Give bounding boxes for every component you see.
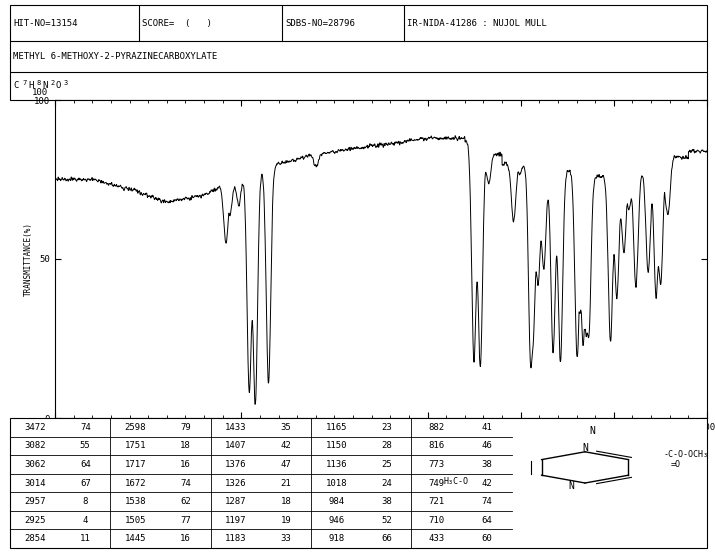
Text: 2: 2 <box>51 80 54 86</box>
Text: 8: 8 <box>36 80 41 86</box>
Text: 1165: 1165 <box>325 423 347 432</box>
Text: 816: 816 <box>428 441 445 450</box>
Text: 1672: 1672 <box>124 478 146 488</box>
Text: 918: 918 <box>328 534 344 543</box>
Text: 984: 984 <box>328 497 344 506</box>
Text: 77: 77 <box>180 515 191 525</box>
Text: 8: 8 <box>83 497 88 506</box>
Text: N: N <box>42 81 47 90</box>
Text: 2598: 2598 <box>124 423 146 432</box>
Text: 1376: 1376 <box>225 460 247 469</box>
Text: 46: 46 <box>481 441 492 450</box>
Text: 7: 7 <box>23 80 26 86</box>
Text: 2854: 2854 <box>24 534 46 543</box>
Text: N: N <box>582 443 588 453</box>
Text: 3472: 3472 <box>24 423 46 432</box>
Text: 1751: 1751 <box>124 441 146 450</box>
Text: 64: 64 <box>481 515 492 525</box>
Text: 38: 38 <box>381 497 392 506</box>
Text: 38: 38 <box>481 460 492 469</box>
Text: 946: 946 <box>328 515 344 525</box>
X-axis label: WAVENUMBER(-1): WAVENUMBER(-1) <box>343 433 418 442</box>
Text: 62: 62 <box>180 497 191 506</box>
Text: 882: 882 <box>428 423 445 432</box>
Text: 55: 55 <box>80 441 91 450</box>
Text: 23: 23 <box>381 423 392 432</box>
Text: 749: 749 <box>428 478 445 488</box>
Text: 79: 79 <box>180 423 191 432</box>
Text: 1136: 1136 <box>325 460 347 469</box>
Text: 433: 433 <box>428 534 445 543</box>
Text: 28: 28 <box>381 441 392 450</box>
Text: 52: 52 <box>381 515 392 525</box>
Text: O: O <box>55 81 61 90</box>
Text: 18: 18 <box>180 441 191 450</box>
Text: 16: 16 <box>180 534 191 543</box>
Text: 16: 16 <box>180 460 191 469</box>
Text: 1505: 1505 <box>124 515 146 525</box>
Text: 74: 74 <box>180 478 191 488</box>
Text: 721: 721 <box>428 497 445 506</box>
Text: 60: 60 <box>481 534 492 543</box>
Text: SDBS-NO=28796: SDBS-NO=28796 <box>285 19 355 28</box>
Text: 1326: 1326 <box>225 478 247 488</box>
Text: 1717: 1717 <box>124 460 146 469</box>
Text: 100: 100 <box>32 88 49 97</box>
Text: 4: 4 <box>83 515 88 525</box>
Text: 3: 3 <box>64 80 68 86</box>
Text: 1445: 1445 <box>124 534 146 543</box>
Text: H₃C-O: H₃C-O <box>444 477 469 486</box>
Text: 3082: 3082 <box>24 441 46 450</box>
Text: 35: 35 <box>280 423 292 432</box>
Text: C: C <box>14 81 19 90</box>
Text: N: N <box>568 481 574 491</box>
Text: H: H <box>28 81 34 90</box>
Y-axis label: TRANSMITTANCE(%): TRANSMITTANCE(%) <box>24 222 33 296</box>
Text: 33: 33 <box>280 534 292 543</box>
Text: 74: 74 <box>481 497 492 506</box>
Text: 1433: 1433 <box>225 423 247 432</box>
Text: HIT-NO=13154: HIT-NO=13154 <box>14 19 78 28</box>
Text: -C-O-OCH₃: -C-O-OCH₃ <box>664 450 709 459</box>
Text: SCORE=  (   ): SCORE= ( ) <box>142 19 212 28</box>
Text: =O: =O <box>670 460 680 469</box>
Text: 1018: 1018 <box>325 478 347 488</box>
Text: 1197: 1197 <box>225 515 247 525</box>
Text: IR-NIDA-41286 : NUJOL MULL: IR-NIDA-41286 : NUJOL MULL <box>408 19 547 28</box>
Text: 41: 41 <box>481 423 492 432</box>
Text: METHYL 6-METHOXY-2-PYRAZINECARBOXYLATE: METHYL 6-METHOXY-2-PYRAZINECARBOXYLATE <box>14 52 218 61</box>
Text: 42: 42 <box>280 441 292 450</box>
Text: 67: 67 <box>80 478 91 488</box>
Text: 1407: 1407 <box>225 441 247 450</box>
Text: 19: 19 <box>280 515 292 525</box>
Text: 42: 42 <box>481 478 492 488</box>
Text: 24: 24 <box>381 478 392 488</box>
Text: 74: 74 <box>80 423 91 432</box>
Text: 21: 21 <box>280 478 292 488</box>
Text: 64: 64 <box>80 460 91 469</box>
Text: 18: 18 <box>280 497 292 506</box>
Text: 66: 66 <box>381 534 392 543</box>
Text: 1538: 1538 <box>124 497 146 506</box>
Text: N: N <box>589 426 595 436</box>
Text: 2957: 2957 <box>24 497 46 506</box>
Text: 47: 47 <box>280 460 292 469</box>
Text: 3014: 3014 <box>24 478 46 488</box>
Text: 2925: 2925 <box>24 515 46 525</box>
Text: 11: 11 <box>80 534 91 543</box>
Text: 25: 25 <box>381 460 392 469</box>
Text: 3062: 3062 <box>24 460 46 469</box>
Text: 1150: 1150 <box>325 441 347 450</box>
Text: 773: 773 <box>428 460 445 469</box>
Text: 1287: 1287 <box>225 497 247 506</box>
Text: 1183: 1183 <box>225 534 247 543</box>
Text: 710: 710 <box>428 515 445 525</box>
